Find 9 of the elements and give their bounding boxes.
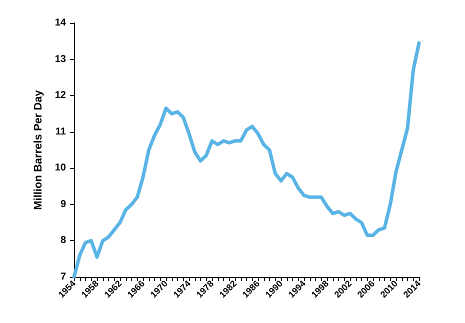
y-tick-label: 14 — [54, 18, 66, 28]
y-tick-label: 7 — [60, 272, 66, 282]
y-tick-label: 9 — [60, 198, 66, 210]
y-tick-label: 8 — [60, 235, 66, 246]
y-tick-label: 10 — [54, 162, 66, 174]
y-axis-title: Million Barrels Per Day — [32, 89, 44, 210]
y-tick-label: 11 — [55, 126, 66, 138]
y-tick-label: 12 — [54, 90, 66, 102]
y-tick-label: 13 — [54, 54, 66, 65]
